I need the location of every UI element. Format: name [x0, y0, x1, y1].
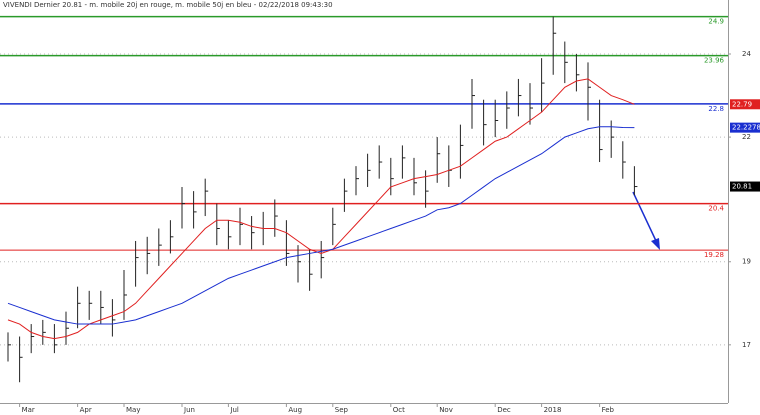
x-tick-label: Dec [497, 406, 511, 414]
price-tag [730, 122, 760, 133]
x-tick-label: Sep [335, 406, 349, 414]
price-tag-label: 22.79 [732, 100, 752, 108]
y-tick-label: 24 [742, 50, 751, 58]
trend-arrow [632, 191, 660, 250]
x-tick-label: Aug [288, 406, 302, 414]
level-label: 24.9 [708, 18, 724, 26]
x-tick-label: Feb [602, 406, 615, 414]
x-tick-label: 2018 [544, 406, 562, 414]
moving-average [7, 78, 635, 340]
price-tag [730, 99, 760, 110]
price-tag [730, 181, 760, 192]
chart-title: VIVENDI Dernier 20.81 - m. mobile 20j en… [3, 1, 333, 9]
x-tick-label: May [126, 406, 140, 414]
x-tick-label: Nov [439, 406, 453, 414]
x-tick-label: Oct [393, 406, 405, 414]
moving-average [7, 126, 635, 325]
level-label: 23.96 [704, 57, 725, 65]
price-tag-label: 22.2278 [732, 124, 760, 132]
y-tick-label: 22 [742, 133, 751, 141]
level-label: 20.4 [708, 205, 724, 213]
x-tick-label: Apr [80, 406, 92, 414]
x-tick-label: Mar [22, 406, 35, 414]
y-tick-label: 19 [742, 258, 751, 266]
level-label: 22.8 [708, 105, 724, 113]
x-tick-label: Jun [183, 406, 195, 414]
x-tick-label: Jul [229, 406, 239, 414]
level-label: 19.28 [704, 251, 724, 259]
y-tick-label: 17 [742, 341, 751, 349]
price-tag-label: 20.81 [732, 183, 752, 191]
